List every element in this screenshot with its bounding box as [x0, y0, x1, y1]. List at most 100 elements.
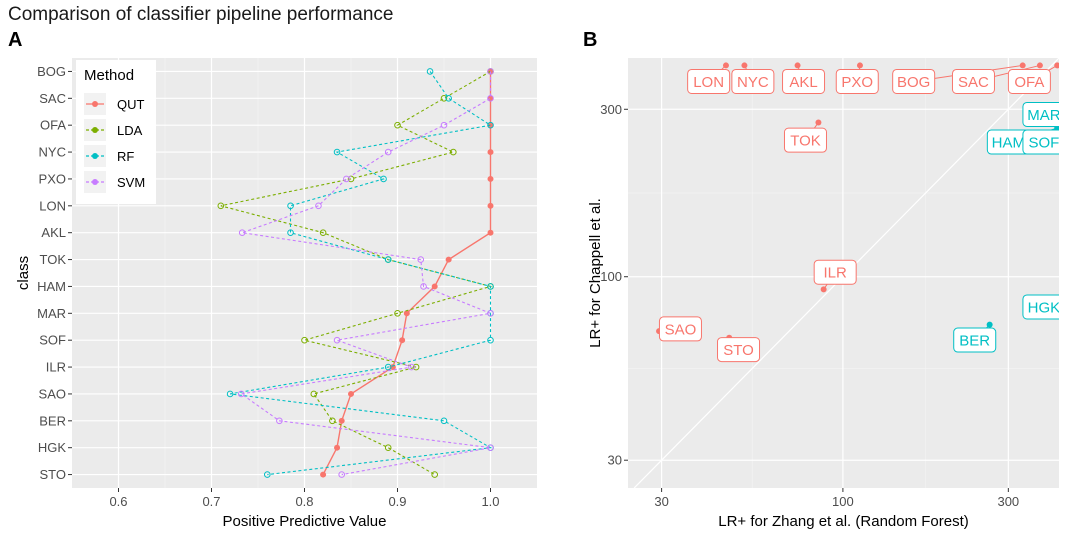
panel-a-label: A [8, 29, 22, 51]
point-lda-sto [431, 471, 439, 478]
legend-label-qut: QUT [117, 97, 145, 112]
point-svm-hgk [487, 444, 494, 451]
y-axis-title: class [15, 256, 32, 290]
label-text: BER [959, 333, 990, 350]
y-tick-label: 30 [608, 453, 622, 468]
legend-label-svm: SVM [117, 175, 145, 190]
point-tok [815, 119, 822, 126]
label-box [1022, 294, 1059, 320]
point-rf-pxo [380, 175, 387, 183]
label-lon: LON [687, 68, 731, 94]
point-lon [722, 62, 729, 69]
x-tick-label: 1.0 [481, 494, 499, 509]
label-text: AKL [789, 74, 817, 91]
legend-key-point-svm [92, 179, 98, 185]
label-box [782, 68, 826, 94]
label-box [813, 259, 857, 285]
point-rf-sto [264, 471, 271, 478]
label-text: NYC [737, 74, 769, 91]
point-rf-bog [426, 68, 434, 75]
point-svm-sac [487, 95, 494, 102]
point-lda-sac [440, 95, 448, 102]
label-bog: BOG [892, 68, 936, 94]
point-rf-sof [487, 336, 494, 344]
y-tick-label: AKL [41, 225, 66, 240]
label-box [731, 68, 775, 94]
point-lda-lon [217, 202, 225, 210]
point-qut-ber [338, 417, 345, 424]
point-rf-akl [287, 229, 294, 236]
x-tick-label: 30 [654, 494, 668, 509]
point-qut-lon [487, 202, 494, 209]
label-box [951, 68, 995, 94]
y-tick-label: SOF [39, 333, 66, 348]
label-sac: SAC [951, 68, 995, 94]
y-tick-label: ILR [46, 360, 66, 375]
label-ber: BER [953, 327, 997, 353]
series-line-svm [239, 71, 493, 476]
point-qut-nyc [487, 149, 494, 156]
point-lda-mar [394, 310, 401, 317]
point-qut-hgk [334, 444, 341, 451]
y-tick-label: NYC [39, 145, 66, 160]
label-mar: MAR [1022, 101, 1061, 127]
point-svm-lon [315, 202, 322, 210]
legend: Method QUT LDA RF SVM [76, 60, 156, 204]
point-rf-lon [287, 202, 294, 210]
point-svm-nyc [384, 148, 392, 156]
series-line-lda [220, 70, 493, 476]
point-akl [794, 62, 801, 69]
x-tick-label: 0.8 [295, 494, 313, 509]
point-sac [1036, 62, 1043, 69]
point-svm-sto [338, 471, 346, 478]
label-text: STO [723, 342, 754, 359]
label-text: MAR [1027, 107, 1061, 124]
y-tick-label: OFA [40, 118, 66, 133]
label-sao: SAO [658, 316, 702, 342]
point-lda-ilr [412, 363, 420, 371]
point-svm-mar [487, 310, 494, 317]
label-box [658, 316, 702, 342]
point-qut-akl [487, 229, 494, 236]
point-svm-sof [333, 336, 341, 344]
label-text: BOG [897, 74, 930, 91]
point-qut-tok [445, 256, 452, 263]
point-qut-ofa [487, 122, 494, 129]
point-ofa [1054, 62, 1059, 69]
point-qut-sac [487, 95, 494, 102]
label-box [687, 68, 731, 94]
label-hgk: HGK [1022, 294, 1059, 320]
label-text: SAO [665, 321, 697, 338]
x-tick-label: 0.9 [388, 494, 406, 509]
y-tick-label: PXO [39, 171, 66, 186]
point-qut-pxo [487, 175, 494, 182]
x-tick-label: 0.7 [202, 494, 220, 509]
point-svm-akl [238, 229, 246, 236]
x-axis-title: Positive Predictive Value [223, 513, 387, 530]
legend-label-rf: RF [117, 149, 134, 164]
point-qut-sao [348, 390, 354, 397]
point-lda-pxo [347, 175, 355, 183]
label-box [892, 68, 936, 94]
point-bog [1019, 62, 1026, 69]
point-lda-ofa [394, 121, 401, 129]
y-tick-label: SAC [39, 91, 66, 106]
point-lda-ber [329, 417, 336, 425]
label-text: HAM [992, 135, 1025, 152]
y-tick-label: BER [39, 413, 66, 428]
point-pxo [856, 62, 863, 69]
x-tick-label: 0.6 [109, 494, 127, 509]
label-ofa: OFA [1007, 68, 1051, 94]
y-tick-label: BOG [37, 64, 66, 79]
point-svm-ilr [408, 363, 415, 371]
point-rf-ham [487, 283, 494, 290]
label-text: LON [693, 74, 724, 91]
label-box [835, 68, 879, 94]
y-tick-label: 100 [600, 269, 622, 284]
point-qut-ham [431, 283, 438, 290]
point-rf-ofa [487, 121, 494, 129]
y-tick-label: HGK [38, 440, 67, 455]
label-box [783, 127, 827, 153]
y-tick-label: STO [40, 467, 67, 482]
label-text: SOF [1029, 135, 1060, 152]
